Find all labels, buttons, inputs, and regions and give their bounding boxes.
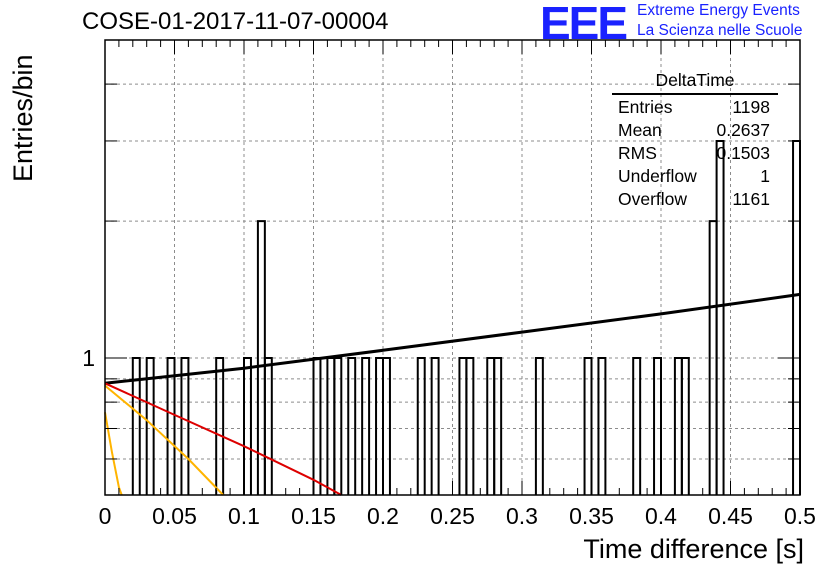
x-tick-label: 0.35 xyxy=(569,503,614,529)
stats-value: 0.2637 xyxy=(716,120,770,140)
stats-row-mean: Mean 0.2637 xyxy=(612,120,778,143)
histogram-bar xyxy=(583,357,593,495)
axis-ticks xyxy=(104,40,801,495)
y-axis-title: Entries/bin xyxy=(8,54,38,182)
x-tick-label: 0.2 xyxy=(367,503,399,529)
stats-value: 1 xyxy=(760,166,770,186)
stats-row-entries: Entries 1198 xyxy=(612,97,778,120)
stats-label: Entries xyxy=(618,97,673,117)
histogram-bar xyxy=(416,357,426,495)
histogram-bar xyxy=(430,357,440,495)
chart-title: COSE-01-2017-11-07-00004 xyxy=(82,8,389,35)
fit-curve xyxy=(104,412,123,496)
histogram-bar xyxy=(792,139,801,495)
histogram-bar xyxy=(680,357,690,495)
fit-curve xyxy=(104,382,342,496)
x-tick-label: 0.4 xyxy=(645,503,677,529)
x-tick-label: 0.25 xyxy=(430,503,475,529)
x-axis-title: Time difference [s] xyxy=(583,534,804,564)
fit-curves xyxy=(104,292,801,496)
x-tick-label: 0.5 xyxy=(784,503,816,529)
stats-label: RMS xyxy=(618,143,657,163)
x-tick-labels: 0 0.05 0.1 0.15 0.2 0.25 0.3 0.35 0.4 0.45 0.5 xyxy=(99,503,816,529)
histogram-bar xyxy=(465,357,475,495)
x-tick-label: 0.45 xyxy=(708,503,753,529)
histogram-bar xyxy=(382,357,391,495)
histogram-bar xyxy=(243,357,252,495)
stats-label: Underflow xyxy=(618,166,697,186)
histogram-bars xyxy=(131,139,801,495)
stats-value: 0.1503 xyxy=(716,143,770,163)
stats-title: DeltaTime xyxy=(612,70,778,95)
histogram-bar xyxy=(131,357,141,495)
x-tick-label: 0.1 xyxy=(228,503,260,529)
logo-line-1: Extreme Energy Events xyxy=(637,2,800,19)
histogram-bar xyxy=(263,357,273,495)
histogram-bar xyxy=(166,357,176,495)
histogram-bar xyxy=(333,357,343,495)
histogram-bar xyxy=(534,357,544,495)
y-tick-label: 1 xyxy=(82,345,95,371)
histogram-bar xyxy=(715,139,725,495)
stats-label: Overflow xyxy=(618,189,688,209)
x-tick-label: 0.05 xyxy=(152,503,197,529)
histogram-bar xyxy=(347,357,357,495)
histogram-bar xyxy=(215,357,225,495)
x-tick-label: 0.15 xyxy=(291,503,336,529)
stats-label: Mean xyxy=(618,120,662,140)
stats-box: DeltaTime Entries 1198 Mean 0.2637 RMS 0… xyxy=(612,70,778,212)
y-tick-labels: 1 xyxy=(82,345,95,371)
x-tick-label: 0 xyxy=(99,503,112,529)
stats-row-underflow: Underflow 1 xyxy=(612,166,778,189)
histogram-bar xyxy=(361,357,371,495)
fit-curve xyxy=(104,384,224,496)
stats-value: 1198 xyxy=(732,97,770,117)
stats-row-overflow: Overflow 1161 xyxy=(612,189,778,212)
logo-line-2: La Scienza nelle Scuole xyxy=(637,22,803,39)
stats-value: 1161 xyxy=(732,189,770,209)
histogram-bar xyxy=(632,357,642,495)
eee-logo: EEE xyxy=(540,0,628,49)
histogram-bar xyxy=(180,357,190,495)
x-tick-label: 0.3 xyxy=(506,503,538,529)
stats-row-rms: RMS 0.1503 xyxy=(612,143,778,166)
histogram-bar xyxy=(493,357,503,495)
histogram-bar xyxy=(653,357,662,495)
histogram-bar xyxy=(597,357,607,495)
fit-curve xyxy=(104,292,801,385)
